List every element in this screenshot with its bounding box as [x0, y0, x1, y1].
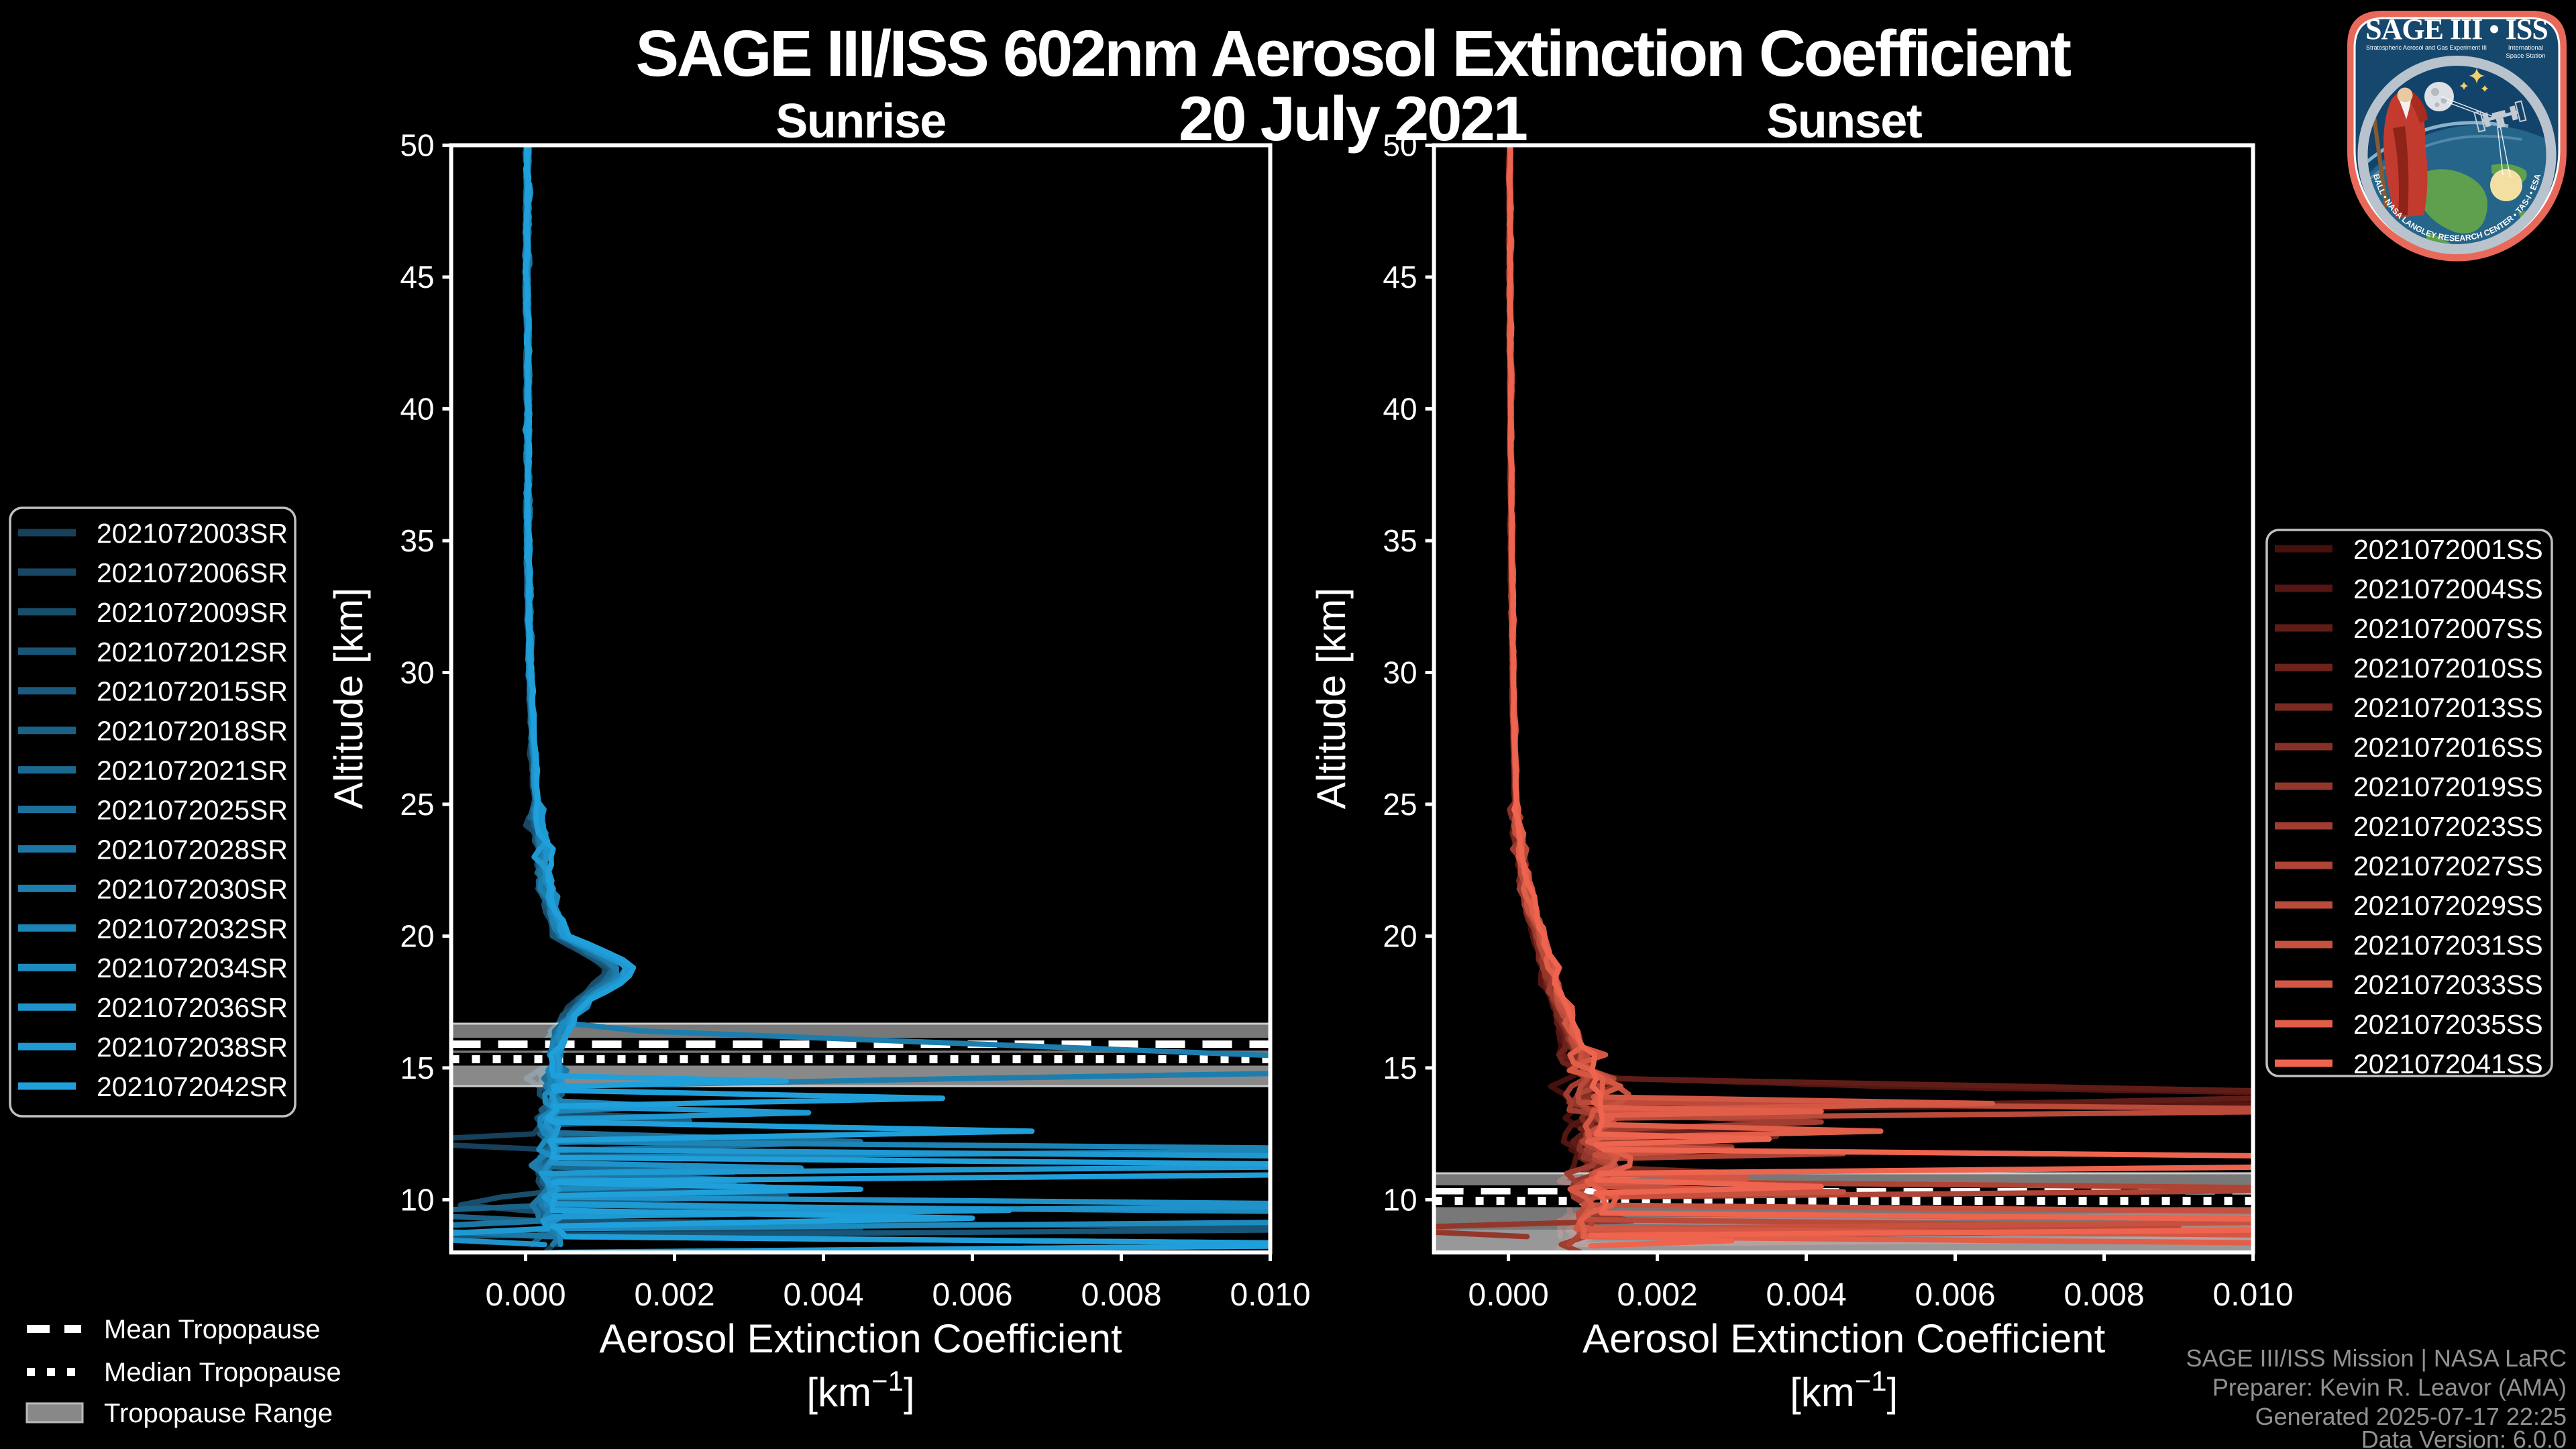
svg-text:Tropopause Range: Tropopause Range: [104, 1399, 333, 1428]
svg-text:Altitude [km]: Altitude [km]: [326, 588, 371, 809]
svg-text:0.006: 0.006: [1915, 1277, 1996, 1313]
svg-text:20: 20: [1383, 918, 1417, 953]
svg-text:25: 25: [400, 787, 434, 822]
svg-text:0.010: 0.010: [2213, 1277, 2294, 1313]
svg-text:2021072025SR: 2021072025SR: [97, 795, 288, 826]
svg-text:2021072035SS: 2021072035SS: [2353, 1009, 2543, 1040]
svg-text:0.010: 0.010: [1230, 1277, 1310, 1313]
svg-text:20 July 2021: 20 July 2021: [1179, 83, 1527, 154]
svg-text:2021072004SS: 2021072004SS: [2353, 574, 2543, 604]
svg-text:SAGE III • ISS: SAGE III • ISS: [2365, 13, 2548, 46]
svg-text:50: 50: [400, 128, 434, 163]
svg-text:SAGE III/ISS Mission | NASA La: SAGE III/ISS Mission | NASA LaRC: [2186, 1344, 2567, 1372]
svg-text:0.006: 0.006: [932, 1277, 1012, 1313]
svg-text:40: 40: [1383, 392, 1417, 427]
svg-text:2021072034SR: 2021072034SR: [97, 953, 288, 983]
svg-text:2021072031SS: 2021072031SS: [2353, 930, 2543, 961]
svg-text:Data Version: 6.0.0: Data Version: 6.0.0: [2361, 1426, 2567, 1449]
svg-text:SAGE III/ISS 602nm Aerosol Ext: SAGE III/ISS 602nm Aerosol Extinction Co…: [635, 17, 2071, 90]
svg-text:10: 10: [400, 1182, 434, 1217]
svg-text:2021072042SR: 2021072042SR: [97, 1071, 288, 1102]
svg-text:Mean Tropopause: Mean Tropopause: [104, 1315, 320, 1344]
svg-text:2021072023SS: 2021072023SS: [2353, 811, 2543, 842]
svg-text:40: 40: [400, 392, 434, 427]
svg-text:2021072041SS: 2021072041SS: [2353, 1049, 2543, 1079]
svg-text:10: 10: [1383, 1182, 1417, 1217]
svg-text:0.004: 0.004: [783, 1277, 863, 1313]
svg-text:45: 45: [400, 260, 434, 294]
svg-text:0.002: 0.002: [1617, 1277, 1698, 1313]
svg-text:Altitude [km]: Altitude [km]: [1309, 588, 1354, 809]
svg-text:35: 35: [400, 523, 434, 558]
svg-text:Aerosol Extinction Coefficient: Aerosol Extinction Coefficient: [599, 1316, 1122, 1361]
svg-text:30: 30: [400, 655, 434, 690]
svg-text:2021072038SR: 2021072038SR: [97, 1032, 288, 1063]
svg-text:International: International: [2508, 44, 2543, 52]
svg-text:2021072007SS: 2021072007SS: [2353, 613, 2543, 644]
svg-text:50: 50: [1383, 128, 1417, 163]
svg-text:0.004: 0.004: [1766, 1277, 1847, 1313]
svg-text:25: 25: [1383, 787, 1417, 822]
svg-text:0.002: 0.002: [634, 1277, 714, 1313]
svg-text:2021072028SR: 2021072028SR: [97, 834, 288, 865]
svg-text:2021072013SS: 2021072013SS: [2353, 692, 2543, 723]
svg-text:2021072032SR: 2021072032SR: [97, 913, 288, 944]
svg-text:2021072019SS: 2021072019SS: [2353, 771, 2543, 802]
svg-text:0.000: 0.000: [1468, 1277, 1549, 1313]
svg-text:2021072015SR: 2021072015SR: [97, 676, 288, 707]
svg-text:30: 30: [1383, 655, 1417, 690]
svg-text:2021072006SR: 2021072006SR: [97, 557, 288, 588]
svg-text:20: 20: [400, 918, 434, 953]
svg-text:2021072018SR: 2021072018SR: [97, 716, 288, 747]
svg-text:Generated 2025-07-17 22:25: Generated 2025-07-17 22:25: [2255, 1403, 2567, 1430]
svg-text:Sunset: Sunset: [1766, 95, 1923, 148]
svg-text:45: 45: [1383, 260, 1417, 294]
svg-text:2021072003SR: 2021072003SR: [97, 518, 288, 549]
svg-text:2021072001SS: 2021072001SS: [2353, 534, 2543, 565]
svg-text:Space Station: Space Station: [2506, 52, 2545, 60]
svg-text:2021072030SR: 2021072030SR: [97, 873, 288, 904]
svg-text:15: 15: [400, 1051, 434, 1085]
svg-text:Aerosol Extinction Coefficient: Aerosol Extinction Coefficient: [1582, 1316, 2106, 1361]
svg-text:2021072012SR: 2021072012SR: [97, 637, 288, 667]
svg-text:2021072016SS: 2021072016SS: [2353, 732, 2543, 763]
svg-text:Median Tropopause: Median Tropopause: [104, 1358, 341, 1387]
svg-text:2021072027SS: 2021072027SS: [2353, 851, 2543, 881]
svg-text:Preparer: Kevin R. Leavor (AMA: Preparer: Kevin R. Leavor (AMA): [2212, 1374, 2567, 1401]
svg-text:Stratospheric Aerosol and Gas: Stratospheric Aerosol and Gas Experiment…: [2366, 44, 2487, 51]
svg-text:2021072029SS: 2021072029SS: [2353, 890, 2543, 921]
svg-text:2021072009SR: 2021072009SR: [97, 597, 288, 628]
svg-text:2021072036SR: 2021072036SR: [97, 992, 288, 1023]
svg-text:0.000: 0.000: [485, 1277, 566, 1313]
svg-text:0.008: 0.008: [2064, 1277, 2145, 1313]
svg-text:15: 15: [1383, 1051, 1417, 1085]
svg-text:2021072033SS: 2021072033SS: [2353, 969, 2543, 1000]
svg-text:35: 35: [1383, 523, 1417, 558]
svg-text:2021072010SS: 2021072010SS: [2353, 653, 2543, 684]
svg-text:2021072021SR: 2021072021SR: [97, 755, 288, 786]
svg-text:0.008: 0.008: [1081, 1277, 1161, 1313]
svg-text:Sunrise: Sunrise: [775, 95, 946, 148]
